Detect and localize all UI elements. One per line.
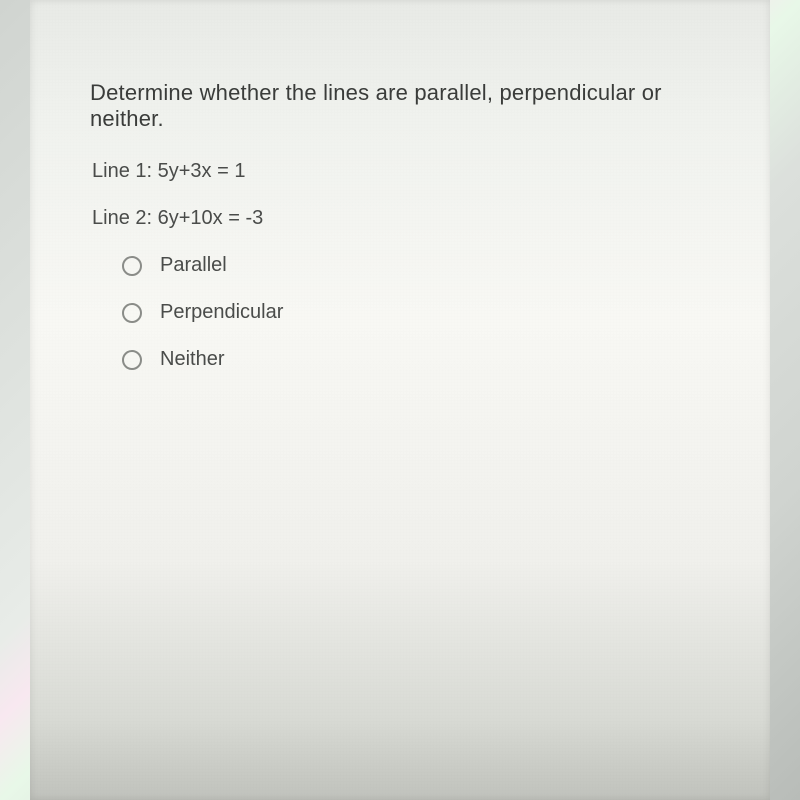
option-label: Neither [160,348,224,371]
page-surface: Determine whether the lines are parallel… [30,0,770,800]
option-neither[interactable]: Neither [122,348,710,371]
option-label: Perpendicular [160,301,283,324]
option-perpendicular[interactable]: Perpendicular [122,301,710,324]
question-prompt: Determine whether the lines are parallel… [90,80,710,132]
answer-options: Parallel Perpendicular Neither [122,254,710,371]
question-block: Determine whether the lines are parallel… [90,80,710,395]
radio-icon[interactable] [122,303,142,323]
line-2-equation: Line 2: 6y+10x = -3 [92,207,710,230]
line-1-equation: Line 1: 5y+3x = 1 [92,160,710,183]
radio-icon[interactable] [122,256,142,276]
radio-icon[interactable] [122,350,142,370]
option-label: Parallel [160,254,227,277]
option-parallel[interactable]: Parallel [122,254,710,277]
